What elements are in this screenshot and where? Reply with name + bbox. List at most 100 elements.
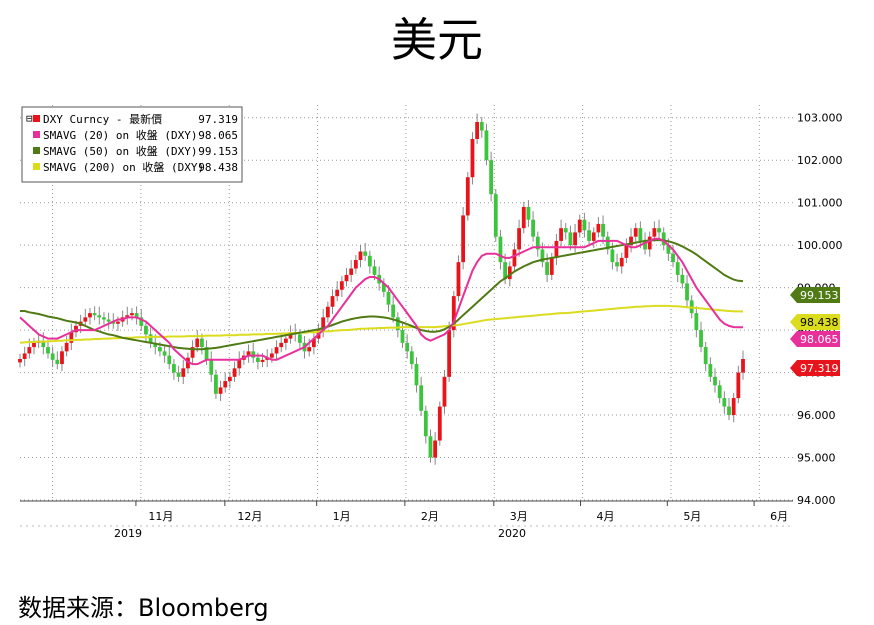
- y-axis: 94.00095.00096.00097.00098.00099.000100.…: [797, 112, 843, 507]
- candle-body: [717, 385, 722, 399]
- x-tick-label: 1月: [333, 510, 351, 523]
- y-tick-label: 101.000: [797, 197, 843, 210]
- candle-body: [549, 257, 554, 275]
- candle-body: [540, 249, 545, 263]
- candle-body: [32, 342, 36, 348]
- candle-body: [442, 376, 447, 407]
- candle-body: [46, 347, 50, 354]
- candle-body: [391, 304, 396, 318]
- candle-body: [405, 342, 410, 352]
- price-label-box: [790, 314, 840, 330]
- candle-body: [661, 232, 666, 246]
- candle-body: [619, 257, 624, 267]
- y-tick-label: 103.000: [797, 112, 843, 125]
- candle-body: [130, 313, 134, 316]
- candle-body: [190, 347, 195, 358]
- candle-body: [381, 283, 386, 292]
- candle-body: [363, 251, 368, 256]
- candle-body: [507, 266, 512, 280]
- legend-box: [21, 106, 243, 183]
- candle-body: [414, 364, 419, 386]
- legend-value: 97.319: [198, 113, 238, 126]
- candle-body: [605, 236, 610, 250]
- legend-swatch: [33, 115, 40, 122]
- sma50-line: [20, 239, 744, 351]
- candle-body: [680, 274, 685, 284]
- sma200-line: [19, 304, 744, 344]
- candle-body: [428, 436, 433, 458]
- candle-body: [461, 215, 466, 263]
- candle-body: [503, 262, 508, 280]
- candle-body: [633, 228, 638, 237]
- candle-body: [671, 253, 675, 263]
- candle-body: [386, 291, 391, 305]
- candle-body: [27, 347, 32, 354]
- candle-body: [218, 387, 223, 394]
- price-label-box: [790, 360, 840, 376]
- candle-body: [367, 255, 372, 267]
- candle-body: [41, 340, 46, 348]
- candle-body: [470, 138, 475, 178]
- candle-body: [144, 325, 148, 335]
- candle-body: [489, 160, 494, 195]
- candle-body: [311, 338, 316, 348]
- candle-body: [484, 130, 489, 161]
- candle-body: [559, 228, 563, 241]
- candle-body: [274, 347, 279, 354]
- candle-body: [479, 121, 484, 131]
- candle-body: [703, 347, 708, 365]
- candle-body: [437, 406, 442, 441]
- candle-body: [195, 338, 200, 348]
- candle-body: [685, 283, 689, 301]
- candle-body: [307, 347, 312, 352]
- candle-body: [60, 351, 64, 365]
- candle-body: [563, 228, 568, 233]
- x-tick-label: 12月: [237, 510, 262, 523]
- candle-body: [288, 332, 293, 339]
- candle-body: [736, 372, 741, 399]
- candle-body: [162, 351, 167, 356]
- candle-body: [629, 236, 633, 246]
- legend-swatch: [33, 131, 40, 138]
- candle-body: [521, 206, 526, 229]
- x-axis: 11月 12月 1月 2月 3月 4月 5月 6月 2019 2020: [20, 500, 793, 540]
- price-label-text: 99.153: [800, 289, 839, 302]
- candle-body: [610, 249, 615, 263]
- candle-body: [64, 342, 69, 352]
- source-note: 数据来源：Bloomberg: [18, 594, 269, 622]
- candle-body: [18, 358, 22, 363]
- candle-body: [601, 223, 605, 237]
- candle-body: [74, 325, 78, 333]
- candle-body: [643, 240, 647, 250]
- legend-collapse-icon: ⊟: [26, 112, 33, 125]
- legend-label: DXY Curncy - 最新價: [43, 112, 162, 126]
- x-tick-label: 4月: [597, 510, 615, 523]
- candle-body: [423, 410, 428, 437]
- candle-body: [577, 219, 582, 233]
- y-tick-label: 94.000: [797, 494, 836, 507]
- candle-body: [55, 359, 60, 365]
- candle-body: [344, 274, 349, 282]
- price-label-text: 98.438: [800, 316, 839, 329]
- candle-body: [260, 359, 265, 362]
- candle-body: [727, 406, 731, 416]
- dxy-chart: 94.00095.00096.00097.00098.00099.000100.…: [18, 105, 843, 540]
- candle-body: [451, 296, 456, 331]
- candle-body: [447, 330, 452, 377]
- candle-body: [228, 376, 232, 382]
- candle-body: [531, 219, 535, 237]
- candle-body: [596, 223, 601, 233]
- candle-body: [88, 313, 92, 318]
- candle-body: [22, 353, 27, 359]
- candle-body: [722, 398, 727, 407]
- candle-body: [283, 338, 288, 343]
- candle-body: [713, 376, 717, 386]
- y-tick-label: 102.000: [797, 154, 843, 167]
- candle-body: [741, 358, 745, 373]
- candle-body: [69, 332, 74, 343]
- candle-body: [353, 260, 358, 269]
- year-label: 2020: [498, 527, 526, 540]
- candle-body: [675, 262, 680, 275]
- candle-body: [321, 317, 326, 331]
